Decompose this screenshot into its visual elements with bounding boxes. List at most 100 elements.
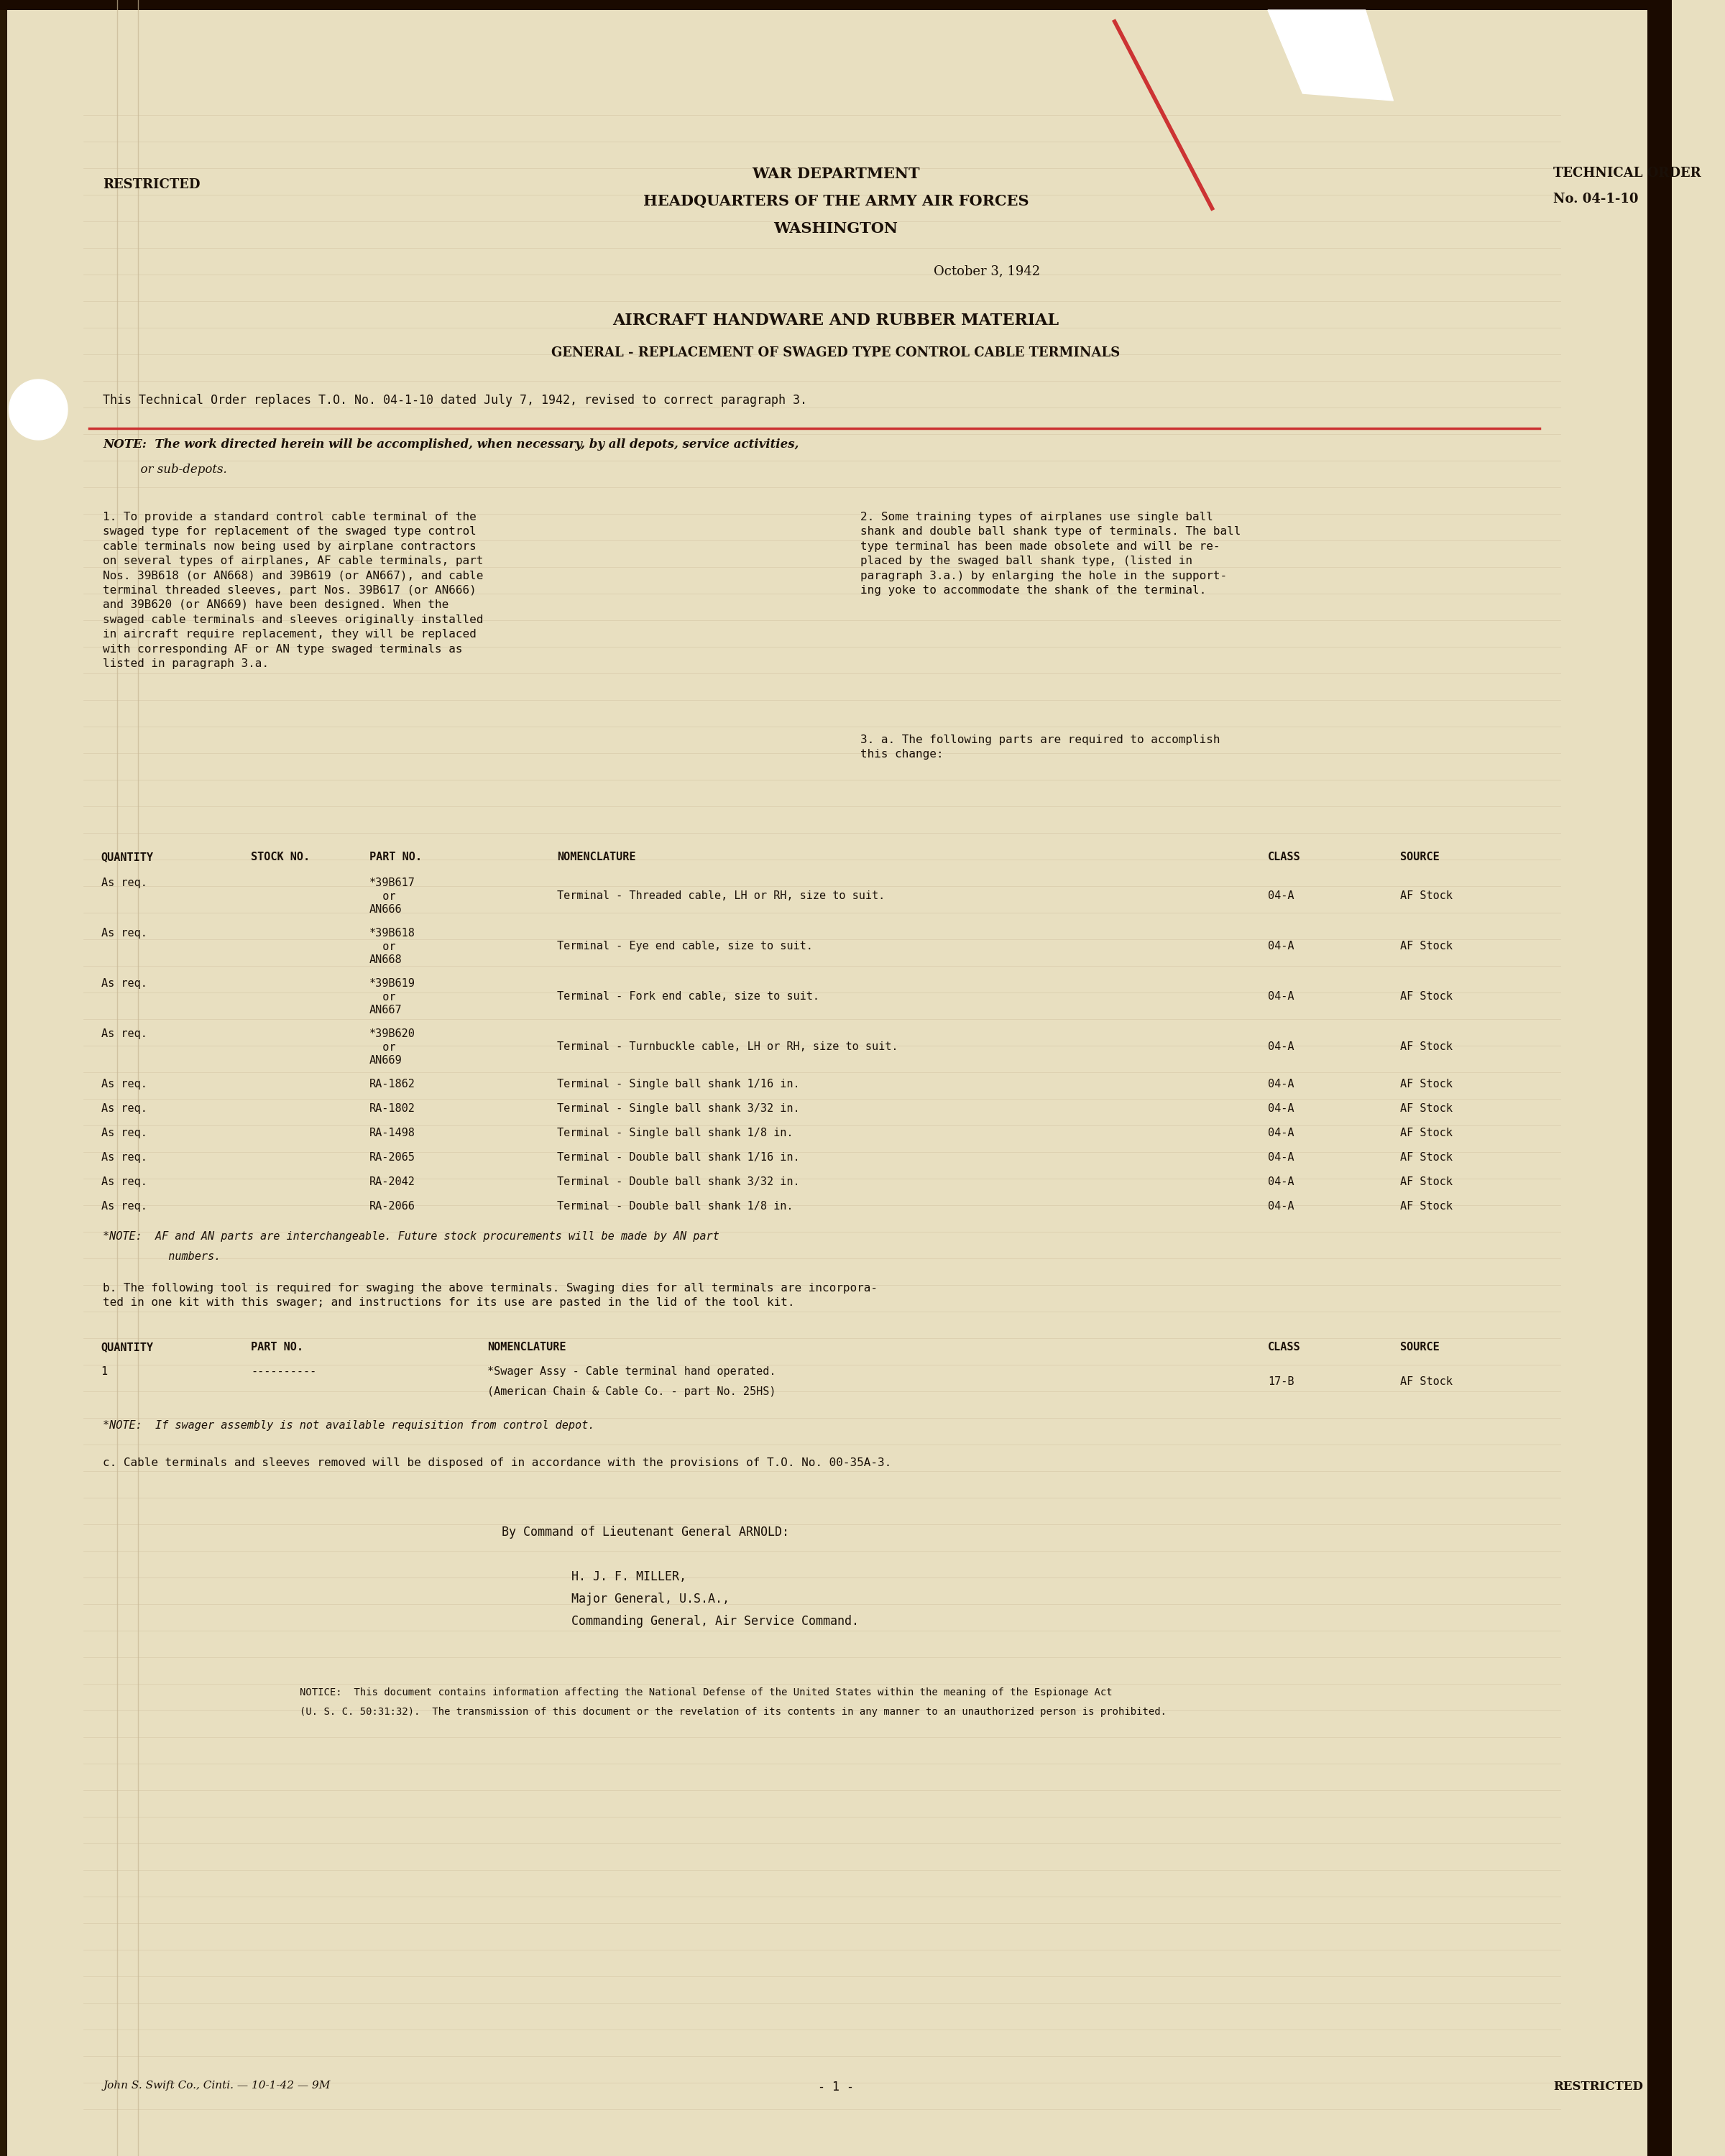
Polygon shape (1268, 11, 1394, 101)
Text: RESTRICTED: RESTRICTED (1554, 2081, 1644, 2093)
Text: (U. S. C. 50:31:32).  The transmission of this document or the revelation of its: (U. S. C. 50:31:32). The transmission of… (300, 1708, 1166, 1716)
Text: As req.: As req. (102, 1104, 147, 1115)
Text: 04-A: 04-A (1268, 992, 1294, 1003)
Text: *39B617
  or
AN666: *39B617 or AN666 (369, 877, 416, 914)
Text: NOTICE:  This document contains information affecting the National Defense of th: NOTICE: This document contains informati… (300, 1688, 1113, 1697)
Text: H. J. F. MILLER,: H. J. F. MILLER, (571, 1570, 687, 1583)
Text: RA-2066: RA-2066 (369, 1201, 416, 1212)
Text: Terminal - Double ball shank 3/32 in.: Terminal - Double ball shank 3/32 in. (557, 1177, 800, 1188)
Text: Major General, U.S.A.,: Major General, U.S.A., (571, 1593, 730, 1606)
Text: SOURCE: SOURCE (1401, 852, 1440, 862)
Text: 1: 1 (102, 1367, 107, 1378)
Text: 04-A: 04-A (1268, 1078, 1294, 1089)
Text: ----------: ---------- (250, 1367, 316, 1378)
Text: PART NO.: PART NO. (369, 852, 421, 862)
Text: As req.: As req. (102, 877, 147, 888)
Text: RA-2065: RA-2065 (369, 1151, 416, 1162)
Text: HEADQUARTERS OF THE ARMY AIR FORCES: HEADQUARTERS OF THE ARMY AIR FORCES (643, 194, 1028, 209)
Text: John S. Swift Co., Cinti. — 10-1-42 — 9M: John S. Swift Co., Cinti. — 10-1-42 — 9M (104, 2081, 331, 2091)
Text: RA-2042: RA-2042 (369, 1177, 416, 1188)
Text: As req.: As req. (102, 1128, 147, 1138)
Text: *39B620
  or
AN669: *39B620 or AN669 (369, 1028, 416, 1065)
Text: WAR DEPARTMENT: WAR DEPARTMENT (752, 166, 919, 181)
Text: 04-A: 04-A (1268, 1177, 1294, 1188)
Text: AF Stock: AF Stock (1401, 1376, 1452, 1386)
Text: No. 04-1-10: No. 04-1-10 (1554, 192, 1639, 205)
Text: This Technical Order replaces T.O. No. 04-1-10 dated July 7, 1942, revised to co: This Technical Order replaces T.O. No. 0… (104, 395, 807, 407)
Text: RA-1862: RA-1862 (369, 1078, 416, 1089)
Text: PART NO.: PART NO. (250, 1341, 304, 1352)
Text: 04-A: 04-A (1268, 1151, 1294, 1162)
Text: 04-A: 04-A (1268, 1201, 1294, 1212)
Bar (1647, 0, 1672, 2156)
Text: *39B619
  or
AN667: *39B619 or AN667 (369, 979, 416, 1015)
Text: NOMENCLATURE: NOMENCLATURE (488, 1341, 566, 1352)
Text: 04-A: 04-A (1268, 1128, 1294, 1138)
Text: AIRCRAFT HANDWARE AND RUBBER MATERIAL: AIRCRAFT HANDWARE AND RUBBER MATERIAL (612, 313, 1059, 328)
Text: As req.: As req. (102, 1201, 147, 1212)
Text: RA-1802: RA-1802 (369, 1104, 416, 1115)
Text: 3. a. The following parts are required to accomplish
this change:: 3. a. The following parts are required t… (861, 735, 1220, 759)
Text: AF Stock: AF Stock (1401, 940, 1452, 951)
Text: WASHINGTON: WASHINGTON (775, 222, 899, 235)
Text: Terminal - Fork end cable, size to suit.: Terminal - Fork end cable, size to suit. (557, 992, 819, 1003)
Text: c. Cable terminals and sleeves removed will be disposed of in accordance with th: c. Cable terminals and sleeves removed w… (104, 1457, 892, 1468)
Text: Terminal - Turnbuckle cable, LH or RH, size to suit.: Terminal - Turnbuckle cable, LH or RH, s… (557, 1041, 899, 1052)
Text: 04-A: 04-A (1268, 1041, 1294, 1052)
Text: CLASS: CLASS (1268, 852, 1301, 862)
Text: RA-1498: RA-1498 (369, 1128, 416, 1138)
Text: 2. Some training types of airplanes use single ball
shank and double ball shank : 2. Some training types of airplanes use … (861, 511, 1240, 595)
Circle shape (9, 379, 67, 440)
Text: As req.: As req. (102, 979, 147, 990)
Text: October 3, 1942: October 3, 1942 (933, 265, 1040, 278)
Text: Terminal - Double ball shank 1/8 in.: Terminal - Double ball shank 1/8 in. (557, 1201, 794, 1212)
Text: AF Stock: AF Stock (1401, 1151, 1452, 1162)
Text: Terminal - Single ball shank 3/32 in.: Terminal - Single ball shank 3/32 in. (557, 1104, 800, 1115)
Text: TECHNICAL ORDER: TECHNICAL ORDER (1554, 166, 1701, 179)
Bar (0, 0, 7, 2156)
Text: Terminal - Single ball shank 1/16 in.: Terminal - Single ball shank 1/16 in. (557, 1078, 800, 1089)
Text: *Swager Assy - Cable terminal hand operated.: *Swager Assy - Cable terminal hand opera… (488, 1367, 776, 1378)
Text: Terminal - Eye end cable, size to suit.: Terminal - Eye end cable, size to suit. (557, 940, 812, 951)
Text: Commanding General, Air Service Command.: Commanding General, Air Service Command. (571, 1615, 859, 1628)
Text: or sub-depots.: or sub-depots. (104, 464, 228, 476)
Text: NOMENCLATURE: NOMENCLATURE (557, 852, 637, 862)
Text: (American Chain & Cable Co. - part No. 25HS): (American Chain & Cable Co. - part No. 2… (488, 1386, 776, 1397)
Text: CLASS: CLASS (1268, 1341, 1301, 1352)
Text: 04-A: 04-A (1268, 940, 1294, 951)
Text: By Command of Lieutenant General ARNOLD:: By Command of Lieutenant General ARNOLD: (502, 1526, 788, 1539)
Text: 04-A: 04-A (1268, 890, 1294, 901)
Text: AF Stock: AF Stock (1401, 1201, 1452, 1212)
Text: numbers.: numbers. (104, 1250, 221, 1261)
Text: AF Stock: AF Stock (1401, 890, 1452, 901)
Text: As req.: As req. (102, 1028, 147, 1039)
Text: GENERAL - REPLACEMENT OF SWAGED TYPE CONTROL CABLE TERMINALS: GENERAL - REPLACEMENT OF SWAGED TYPE CON… (552, 347, 1120, 360)
Text: 17-B: 17-B (1268, 1376, 1294, 1386)
Text: Terminal - Single ball shank 1/8 in.: Terminal - Single ball shank 1/8 in. (557, 1128, 794, 1138)
Text: AF Stock: AF Stock (1401, 992, 1452, 1003)
Text: AF Stock: AF Stock (1401, 1041, 1452, 1052)
Text: AF Stock: AF Stock (1401, 1104, 1452, 1115)
Text: 04-A: 04-A (1268, 1104, 1294, 1115)
Text: QUANTITY: QUANTITY (102, 1341, 154, 1352)
Text: *39B618
  or
AN668: *39B618 or AN668 (369, 927, 416, 966)
Text: 1. To provide a standard control cable terminal of the
swaged type for replaceme: 1. To provide a standard control cable t… (104, 511, 483, 668)
Text: AF Stock: AF Stock (1401, 1078, 1452, 1089)
Text: Terminal - Threaded cable, LH or RH, size to suit.: Terminal - Threaded cable, LH or RH, siz… (557, 890, 885, 901)
Text: *NOTE:  AF and AN parts are interchangeable. Future stock procurements will be m: *NOTE: AF and AN parts are interchangeab… (104, 1231, 719, 1242)
Text: As req.: As req. (102, 927, 147, 938)
Text: b. The following tool is required for swaging the above terminals. Swaging dies : b. The following tool is required for sw… (104, 1283, 878, 1309)
Text: As req.: As req. (102, 1078, 147, 1089)
Text: *NOTE:  If swager assembly is not available requisition from control depot.: *NOTE: If swager assembly is not availab… (104, 1421, 595, 1432)
Bar (0, 0, 1672, 11)
Text: Terminal - Double ball shank 1/16 in.: Terminal - Double ball shank 1/16 in. (557, 1151, 800, 1162)
Text: STOCK NO.: STOCK NO. (250, 852, 310, 862)
Text: AF Stock: AF Stock (1401, 1177, 1452, 1188)
Text: AF Stock: AF Stock (1401, 1128, 1452, 1138)
Text: As req.: As req. (102, 1151, 147, 1162)
Text: SOURCE: SOURCE (1401, 1341, 1440, 1352)
Text: QUANTITY: QUANTITY (102, 852, 154, 862)
Text: - 1 -: - 1 - (818, 2081, 854, 2093)
Text: As req.: As req. (102, 1177, 147, 1188)
Text: NOTE:  The work directed herein will be accomplished, when necessary, by all dep: NOTE: The work directed herein will be a… (104, 438, 799, 451)
